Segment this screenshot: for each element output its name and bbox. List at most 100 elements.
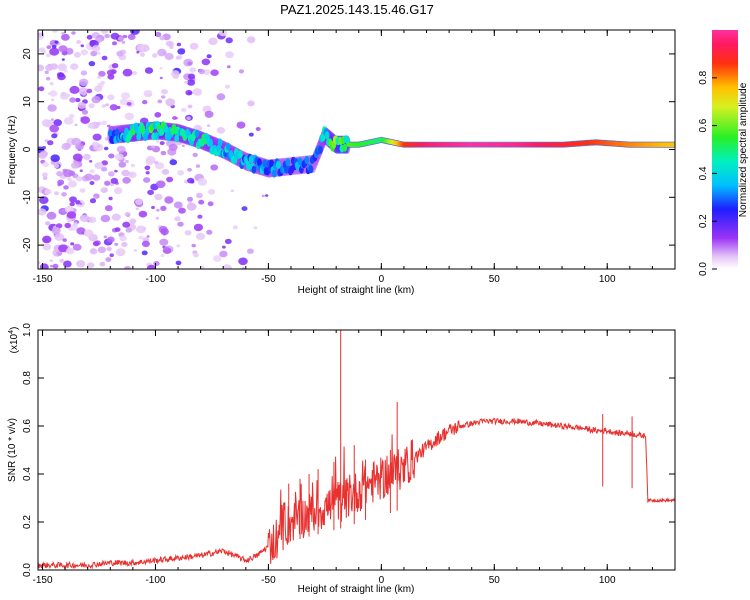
snr-line	[38, 417, 675, 570]
y-tick-label: -10	[22, 190, 33, 205]
x-tick-label: -100	[145, 274, 165, 285]
heatmap-noise-cell	[207, 201, 214, 207]
heatmap-noise-cell	[175, 260, 182, 266]
heatmap-noise-cell	[107, 74, 115, 80]
heatmap-noise-cell	[187, 61, 193, 66]
heatmap-ridge-cell	[194, 129, 200, 138]
heatmap-noise-cell	[76, 260, 86, 268]
heatmap-noise-cell	[164, 196, 174, 204]
heatmap-noise-cell	[138, 235, 144, 240]
heatmap-noise-cell	[122, 68, 133, 77]
heatmap-noise-cell	[130, 30, 140, 35]
heatmap-noise-cell	[145, 171, 150, 175]
heatmap-noise-cell	[196, 192, 203, 199]
snr-ylabel: SNR (10 * v/v)	[7, 418, 18, 482]
heatmap-noise-cell	[177, 221, 184, 227]
snr-series	[38, 330, 675, 570]
heatmap-noise-cell	[219, 250, 228, 258]
heatmap-noise-cell	[38, 86, 45, 92]
heatmap-noise-cell	[224, 238, 232, 245]
spectrogram-frame	[37, 29, 676, 270]
heatmap-noise-cell	[108, 171, 115, 177]
heatmap-noise-cell	[59, 258, 65, 263]
heatmap-noise-cell	[114, 153, 124, 161]
heatmap-noise-cell	[195, 232, 206, 240]
heatmap-noise-cell	[172, 73, 179, 79]
heatmap-noise-cell	[108, 196, 113, 201]
heatmap-noise-cell	[141, 240, 150, 247]
heatmap-noise-cell	[122, 34, 128, 39]
heatmap-noise-cell	[94, 162, 104, 170]
heatmap-noise-cell	[89, 198, 97, 204]
heatmap-noise-cell	[38, 64, 45, 72]
y-tick-label: 0.2	[22, 515, 33, 529]
heatmap-noise-cell	[114, 169, 118, 173]
heatmap-noise-cell	[123, 266, 132, 269]
heatmap-noise-cell	[39, 196, 49, 205]
heatmap-noise-cell	[42, 146, 46, 150]
heatmap-noise-cell	[80, 44, 85, 48]
heatmap-noise-cell	[91, 95, 101, 104]
heatmap-noise-cell	[84, 173, 94, 181]
heatmap-noise-cell	[155, 180, 166, 189]
heatmap-noise-cell	[50, 118, 55, 121]
heatmap-noise-cell	[198, 199, 205, 205]
heatmap-noise-cell	[184, 80, 189, 84]
heatmap-noise-cell	[133, 249, 138, 252]
colorbar-tick-label: 0.0	[698, 262, 709, 276]
heatmap-noise-cell	[216, 93, 226, 101]
heatmap-noise-cell	[63, 69, 68, 73]
heatmap-noise-cell	[92, 174, 101, 181]
heatmap-noise-cell	[111, 213, 121, 221]
heatmap-noise-cell	[193, 223, 203, 232]
heatmap-noise-cell	[108, 153, 115, 159]
heatmap-noise-cell	[110, 177, 119, 184]
heatmap-ridge-cell	[342, 143, 348, 152]
heatmap-noise-cell	[124, 159, 129, 164]
heatmap-noise-cell	[155, 139, 160, 143]
heatmap-noise-cell	[83, 153, 91, 160]
heatmap-noise-cell	[197, 178, 208, 186]
heatmap-noise-cell	[110, 32, 120, 40]
heatmap-noise-cell	[87, 122, 95, 129]
heatmap-noise-cell	[186, 202, 197, 211]
heatmap-noise-cell	[146, 264, 156, 269]
heatmap-noise-cell	[159, 66, 163, 70]
heatmap-noise-cell	[253, 226, 258, 230]
heatmap-noise-cell	[38, 261, 41, 265]
heatmap-noise-cell	[191, 243, 196, 248]
heatmap-noise-cell	[164, 52, 174, 61]
heatmap-noise-cell	[53, 163, 60, 168]
heatmap-noise-cell	[59, 92, 70, 100]
heatmap-noise-cell	[163, 246, 169, 251]
heatmap-noise-cell	[121, 169, 130, 177]
snr-xlabel: Height of straight line (km)	[298, 584, 415, 595]
heatmap-noise-cell	[125, 227, 132, 233]
heatmap-noise-cell	[70, 162, 80, 169]
y-tick-label: 0.8	[22, 371, 33, 385]
y-tick-label: 1.0	[22, 323, 33, 337]
heatmap-noise-cell	[61, 209, 66, 213]
heatmap-noise-cell	[192, 152, 198, 158]
heatmap-noise-cell	[210, 69, 219, 76]
heatmap-noise-cell	[160, 228, 169, 236]
heatmap-noise-cell	[101, 187, 105, 191]
heatmap-noise-cell	[44, 188, 52, 195]
heatmap-noise-cell	[72, 222, 78, 227]
heatmap-noise-cell	[54, 40, 59, 44]
heatmap-noise-cell	[119, 235, 127, 242]
heatmap-noise-cell	[107, 236, 115, 243]
x-tick-label: 100	[599, 575, 616, 586]
heatmap-noise-cell	[157, 99, 163, 104]
heatmap-noise-cell	[111, 63, 119, 69]
heatmap-noise-cell	[105, 103, 109, 106]
heatmap-noise-cell	[144, 165, 151, 171]
heatmap-noise-cell	[177, 170, 185, 176]
heatmap-noise-cell	[155, 216, 160, 220]
heatmap-noise-cell	[45, 53, 51, 58]
heatmap-noise-cell	[136, 225, 146, 234]
heatmap-ridge-cell	[124, 127, 129, 136]
snr-scale-label: (x104)	[8, 327, 20, 354]
heatmap-noise-cell	[81, 92, 87, 96]
